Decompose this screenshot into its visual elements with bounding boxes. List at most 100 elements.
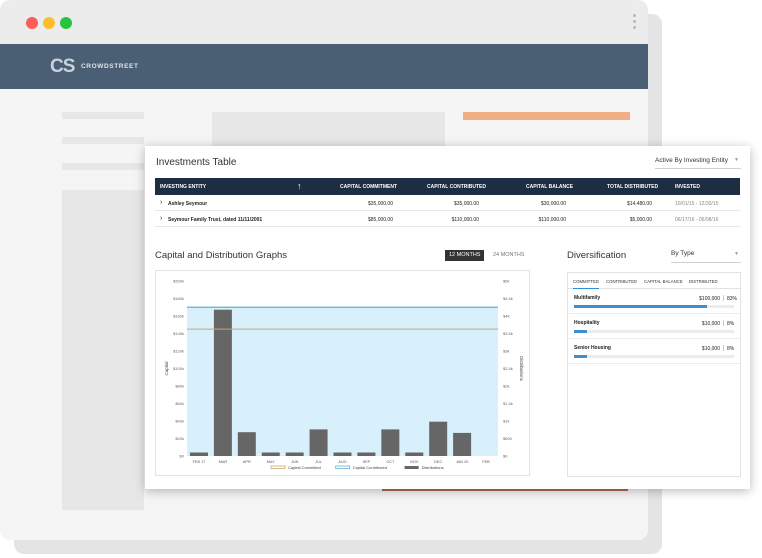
y2-tick-label: $1k: [503, 419, 509, 424]
balance-value: $30,000.00: [540, 201, 566, 207]
app-header: CS CROWDSTREET: [0, 44, 648, 89]
diversification-percent: 83%: [727, 296, 738, 302]
y-tick-label: $40k: [175, 419, 184, 424]
placeholder-accent-bar: [382, 488, 628, 491]
invested-dates: 06/17/16 - 06/08/16: [675, 217, 719, 223]
column-header-distributed[interactable]: TOTAL DISTRIBUTED: [607, 184, 659, 190]
distribution-bar: [309, 429, 328, 456]
tab-distributed[interactable]: DISTRIBUTED: [689, 279, 718, 284]
y-tick-label: $140k: [173, 331, 184, 336]
y2-tick-label: $3.5k: [503, 331, 513, 336]
y2-tick-label: $2.5k: [503, 366, 513, 371]
placeholder-line: [62, 137, 144, 144]
diversification-card: COMMITTED CONTRIBUTED CAPITAL BALANCE DI…: [567, 272, 741, 477]
investments-filter-value: Active By Investing Entity: [655, 157, 728, 164]
divider: [723, 320, 724, 326]
diversification-percent: 8%: [727, 321, 735, 327]
progress-track: [574, 305, 734, 308]
close-window-button[interactable]: [26, 17, 38, 29]
legend-swatch: [335, 465, 351, 469]
more-menu-icon[interactable]: [633, 14, 637, 32]
diversification-item[interactable]: Multifamily $100,000 83%: [568, 289, 740, 314]
distribution-bar: [213, 309, 232, 456]
diversification-item[interactable]: Hospitality $10,000 8%: [568, 314, 740, 339]
y-tick-label: $200k: [173, 279, 184, 284]
distribution-bar: [285, 452, 304, 456]
sort-arrow-icon[interactable]: ↑: [297, 181, 302, 191]
investments-title: Investments Table: [156, 157, 237, 168]
distribution-bar: [381, 429, 400, 456]
column-header-balance[interactable]: CAPITAL BALANCE: [526, 184, 574, 190]
diversification-filter-value: By Type: [671, 250, 695, 257]
diversification-amount: $10,000: [701, 321, 720, 327]
diversification-label: Senior Housing: [574, 345, 611, 351]
y-tick-label: $100k: [173, 366, 184, 371]
legend-swatch: [270, 465, 286, 469]
chevron-down-icon: ▼: [734, 157, 739, 163]
distribution-bar: [189, 452, 208, 456]
graphs-title: Capital and Distribution Graphs: [155, 250, 288, 261]
column-header-commitment[interactable]: CAPITAL COMMITMENT: [340, 184, 398, 190]
diversification-tabs: COMMITTED CONTRIBUTED CAPITAL BALANCE DI…: [568, 273, 740, 289]
legend-label: Capital Contributed: [353, 465, 387, 470]
divider: [723, 345, 724, 351]
legend-label: Capital Committed: [288, 465, 321, 470]
y-tick-label: $120k: [173, 349, 184, 354]
minimize-window-button[interactable]: [43, 17, 55, 29]
balance-value: $110,000.00: [538, 217, 566, 223]
progress-track: [574, 330, 734, 333]
y2-tick-label: $500: [503, 436, 513, 441]
x-tick-label: AUG: [338, 460, 346, 464]
table-row[interactable]: › Seymour Family Trust, dated 11/11/2001…: [155, 211, 740, 227]
placeholder-line: [62, 163, 144, 170]
legend-label: Distributions: [422, 465, 444, 470]
diversification-list: Multifamily $100,000 83% Hospitality $10,000…: [568, 289, 740, 364]
y2-tick-label: $1.5k: [503, 401, 513, 406]
table-row[interactable]: › Ashley Seymour $35,000.00 $35,000.00 $…: [155, 195, 740, 211]
investments-filter-select[interactable]: Active By Investing Entity ▼: [655, 154, 741, 169]
y2-tick-label: $4.5k: [503, 296, 513, 301]
tab-contributed[interactable]: CONTRIBUTED: [606, 279, 638, 284]
investments-table: INVESTING ENTITY ↑ CAPITAL COMMITMENT CA…: [155, 178, 740, 227]
x-tick-label: DEC: [434, 460, 442, 464]
placeholder-sidebar: [62, 190, 144, 510]
diversification-amount: $100,000: [699, 296, 720, 302]
x-tick-label: MAR: [219, 460, 228, 464]
x-tick-label: APR: [243, 460, 251, 464]
x-tick-label: FEB: [482, 460, 490, 464]
chevron-right-icon[interactable]: ›: [160, 199, 163, 206]
diversification-item[interactable]: Senior Housing $10,000 8%: [568, 339, 740, 364]
y-tick-label: $80k: [175, 384, 184, 389]
toggle-12-months[interactable]: 12 MONTHS: [445, 250, 485, 261]
divider: [723, 295, 724, 301]
distributed-value: $14,480.00: [626, 201, 652, 207]
window-titlebar: [0, 0, 648, 44]
diversification-filter-select[interactable]: By Type ▼: [671, 250, 741, 263]
column-header-invested[interactable]: INVESTED: [675, 184, 701, 190]
diversification-percent: 8%: [727, 346, 735, 352]
x-tick-label: OCT: [386, 460, 395, 464]
y2-tick-label: $4k: [503, 314, 509, 319]
y2-tick-label: $5k: [503, 279, 509, 284]
tab-capital-balance[interactable]: CAPITAL BALANCE: [644, 279, 683, 284]
distribution-bar: [261, 452, 280, 456]
table-header: INVESTING ENTITY ↑ CAPITAL COMMITMENT CA…: [155, 178, 740, 195]
column-header-entity[interactable]: INVESTING ENTITY: [160, 184, 207, 190]
diversification-amount: $10,000: [701, 346, 720, 352]
logo-mark[interactable]: CS: [50, 56, 75, 77]
x-tick-label: JAN 20: [456, 460, 468, 464]
column-header-contributed[interactable]: CAPITAL CONTRIBUTED: [427, 184, 486, 190]
y2-tick-label: $0: [503, 454, 508, 459]
chevron-right-icon[interactable]: ›: [160, 215, 163, 222]
commitment-value: $85,000.00: [367, 217, 393, 223]
placeholder-line: [62, 112, 144, 119]
chevron-down-icon: ▼: [734, 251, 739, 257]
maximize-window-button[interactable]: [60, 17, 72, 29]
entity-name: Ashley Seymour: [168, 201, 208, 207]
toggle-24-months[interactable]: 24 MONTHS: [493, 252, 525, 258]
progress-fill: [574, 330, 587, 333]
invested-dates: 10/01/15 - 12/30/15: [675, 201, 719, 207]
tab-committed[interactable]: COMMITTED: [573, 279, 600, 289]
y-tick-label: $160k: [173, 314, 184, 319]
y-axis-title: Capital: [164, 361, 169, 375]
